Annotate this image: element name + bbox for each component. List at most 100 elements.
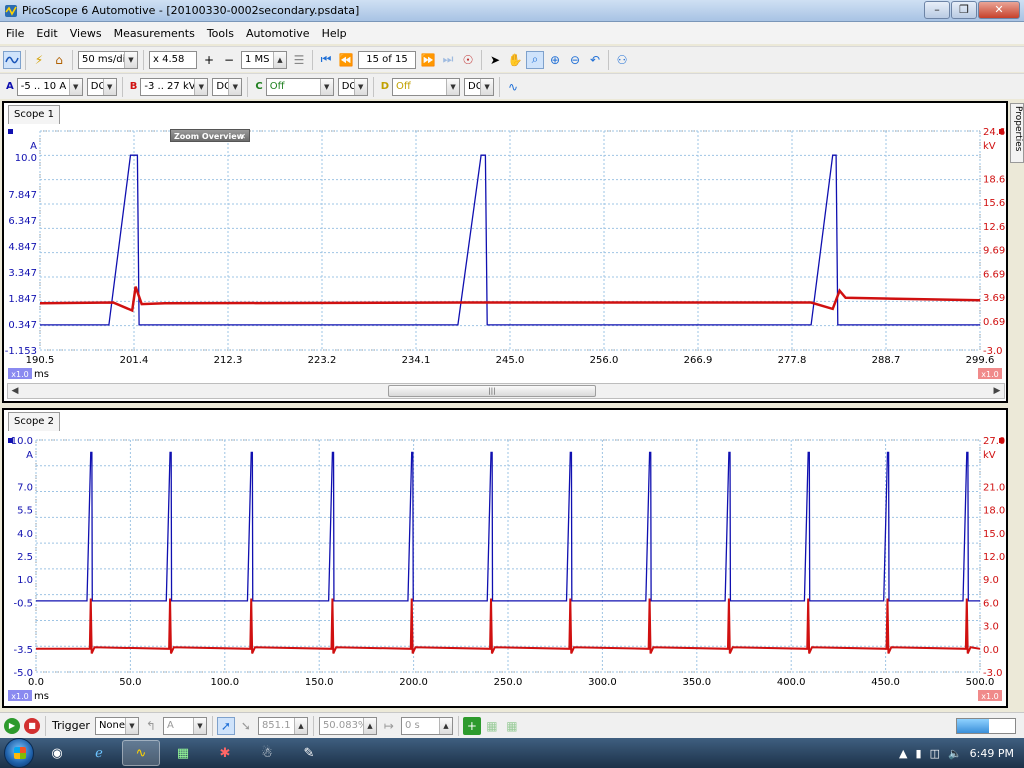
- scope2-right-unit: kV: [983, 450, 996, 461]
- menu-tools[interactable]: Tools: [206, 26, 234, 40]
- channel-a-range-select[interactable]: -5 .. 10 A ▼: [16, 77, 83, 96]
- scope2-right-scale-label: x1.0: [981, 692, 998, 701]
- menu-help[interactable]: Help: [321, 26, 347, 40]
- scope1-right-scale-label: x1.0: [981, 370, 998, 379]
- channel-b-coupling-select[interactable]: DC ▼: [212, 77, 243, 96]
- edit-measurement-icon[interactable]: ▦: [486, 718, 498, 733]
- chevron-right-icon[interactable]: ▶: [993, 386, 1001, 396]
- app-icon-1[interactable]: ▦: [176, 745, 190, 761]
- start-button[interactable]: [4, 738, 34, 768]
- add-measurement-icon[interactable]: +: [462, 716, 481, 735]
- scope2-y-left-tick-label: -0.5: [13, 598, 33, 609]
- windows-logo-icon: [14, 747, 26, 759]
- zoom-in-icon[interactable]: ⊕: [549, 52, 561, 67]
- channel-c-range-select[interactable]: Off ▼: [265, 77, 334, 96]
- first-buffer-icon[interactable]: ⏮: [320, 52, 332, 66]
- auto-setup-icon[interactable]: ⚡: [34, 52, 44, 67]
- picoscope-taskbar-icon[interactable]: ∿: [122, 740, 160, 766]
- zoom-overview-icon[interactable]: ⚇: [616, 52, 628, 67]
- internet-explorer-icon[interactable]: ℯ: [95, 745, 103, 761]
- scope-2-plot[interactable]: 0.0 50.0 100.0 150.0 200.0 250.0 300.0 350.0 400…: [4, 410, 1006, 706]
- scope2-x-tick-label: 350.0: [682, 677, 711, 688]
- zoom-overview-panel[interactable]: Zoom Overview ✕: [170, 129, 250, 142]
- channel-c-coupling-select[interactable]: DC ▼: [337, 77, 368, 96]
- delete-measurement-icon[interactable]: ▦: [506, 718, 518, 733]
- zoom-minus-icon[interactable]: −: [223, 52, 235, 67]
- menu-views[interactable]: Views: [69, 26, 102, 40]
- menu-automotive[interactable]: Automotive: [245, 26, 310, 40]
- pretrigger-field[interactable]: 50.083%▲: [318, 716, 377, 735]
- zoom-window-icon[interactable]: ⌕: [526, 50, 544, 69]
- zoom-out-icon[interactable]: ⊖: [569, 52, 581, 67]
- close-icon[interactable]: ✕: [239, 132, 246, 141]
- battery-icon[interactable]: ▮: [915, 746, 922, 760]
- show-hidden-icons-icon[interactable]: ▲: [899, 746, 908, 760]
- start-capture-icon[interactable]: ▶: [4, 717, 20, 734]
- zoom-plus-icon[interactable]: +: [203, 52, 215, 67]
- stop-capture-icon[interactable]: ■: [24, 717, 40, 734]
- trigger-threshold-field[interactable]: 851.1 ...▲: [257, 716, 308, 735]
- scope-1-tab[interactable]: Scope 1: [8, 105, 61, 124]
- zoom-factor-field[interactable]: x 4.58: [149, 50, 197, 69]
- horizontal-scrollbar[interactable]: ◀ ||| ▶: [7, 383, 1005, 399]
- prev-buffer-icon[interactable]: ⏪: [338, 52, 354, 67]
- scroll-thumb[interactable]: |||: [388, 385, 596, 397]
- scope2-x-tick-label: 250.0: [494, 677, 523, 688]
- channel-b-range-select[interactable]: -3 .. 27 kV ▼: [140, 77, 209, 96]
- channel-d-coupling-select[interactable]: DC ▼: [464, 77, 495, 96]
- scope-1-plot[interactable]: 190.5 201.4 212.3 223.2 234.1 245.0 256.0 266.9…: [4, 103, 1006, 401]
- minimize-button[interactable]: –: [924, 1, 950, 19]
- last-buffer-icon[interactable]: ⏭: [442, 52, 454, 66]
- buffer-navigator-icon[interactable]: ☉: [462, 52, 474, 67]
- home-icon[interactable]: ⌂: [55, 52, 63, 67]
- menu-measurements[interactable]: Measurements: [113, 26, 195, 40]
- trigger-mode-select[interactable]: None ▼: [94, 716, 139, 735]
- clock[interactable]: 6:49 PM: [969, 746, 1014, 760]
- resolution-icon[interactable]: ☰: [293, 52, 305, 67]
- media-player-icon[interactable]: ◉: [51, 745, 63, 761]
- app-icon-4[interactable]: ✎: [303, 745, 315, 761]
- undo-zoom-icon[interactable]: ↶: [589, 52, 601, 67]
- channel-b-label: B: [129, 81, 138, 92]
- buffer-index-field[interactable]: 15 of 15: [358, 50, 416, 69]
- menu-edit[interactable]: Edit: [36, 26, 58, 40]
- scope1-x-tick-label: 201.4: [120, 355, 149, 366]
- channel-d-range-select[interactable]: Off ▼: [392, 77, 461, 96]
- chevron-down-icon: ▼: [228, 78, 242, 95]
- volume-icon[interactable]: 🔈: [947, 746, 962, 760]
- trigger-type-icon[interactable]: ↰: [145, 718, 156, 733]
- app-icon-2[interactable]: ✱: [219, 745, 231, 761]
- app-icon-3[interactable]: ☃: [261, 745, 273, 761]
- chevron-left-icon[interactable]: ◀: [11, 386, 19, 396]
- hand-tool-icon[interactable]: ✋: [507, 52, 523, 67]
- trigger-source-select[interactable]: A ▼: [162, 716, 207, 735]
- scope1-left-unit: A: [30, 141, 37, 152]
- properties-side-tab[interactable]: Properties: [1010, 103, 1024, 163]
- delay-icon[interactable]: ↦: [383, 718, 394, 733]
- next-buffer-icon[interactable]: ⏩: [420, 52, 436, 67]
- channel-a-coupling-select[interactable]: DC ▼: [86, 77, 117, 96]
- network-icon[interactable]: ◫: [929, 746, 940, 760]
- channel-options-icon[interactable]: ∿: [508, 79, 519, 94]
- scope1-y-right-tick-label: 12.69: [983, 222, 1006, 233]
- scope1-x-tick-label: 212.3: [214, 355, 243, 366]
- timebase-select[interactable]: 50 ms/div▼: [78, 50, 138, 69]
- scope-2-tab[interactable]: Scope 2: [8, 412, 61, 431]
- rising-edge-icon[interactable]: ➚: [216, 716, 235, 735]
- scope1-y-left-tick-label: 1.847: [8, 294, 37, 305]
- samples-select[interactable]: 1 MS ▲: [241, 50, 287, 69]
- falling-edge-icon[interactable]: ➘: [240, 718, 251, 733]
- trigger-delay-field[interactable]: 0 s ▲: [400, 716, 453, 735]
- scope-mode-icon[interactable]: [3, 50, 21, 69]
- pointer-tool-icon[interactable]: ➤: [489, 52, 501, 67]
- restore-button[interactable]: ❐: [951, 1, 977, 19]
- scope1-y-left-tick-label: 4.847: [8, 242, 37, 253]
- scope2-y-right-tick-label: 21.0: [983, 482, 1005, 493]
- scope2-x-tick-label: 0.0: [28, 677, 44, 688]
- scope2-y-left-tick-label: 2.5: [17, 552, 33, 563]
- menu-file[interactable]: File: [6, 26, 25, 40]
- system-tray: ▲ ▮ ◫ 🔈 6:49 PM: [899, 738, 1024, 768]
- scope1-y-left-tick-label: 0.347: [8, 320, 37, 331]
- close-button[interactable]: ✕: [978, 1, 1020, 19]
- scope2-y-left-tick-label: -3.5: [13, 645, 33, 656]
